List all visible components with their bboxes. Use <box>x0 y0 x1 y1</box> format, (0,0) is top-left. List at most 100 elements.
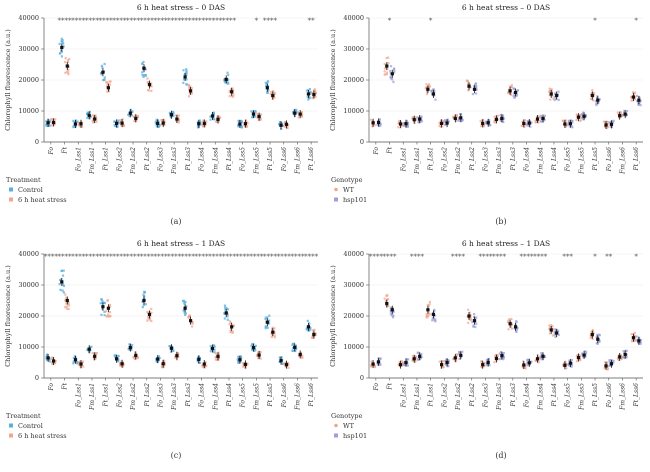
data-point <box>389 65 393 68</box>
data-point <box>575 360 579 363</box>
data-point <box>67 69 70 72</box>
data-point <box>253 110 257 113</box>
mean-marker <box>188 89 193 93</box>
x-tick-label: Ft_Lss4 <box>551 383 558 408</box>
data-point <box>567 122 570 125</box>
data-point <box>273 334 276 337</box>
data-point <box>515 328 518 331</box>
data-point <box>214 120 218 124</box>
data-point <box>224 306 227 309</box>
data-point <box>77 363 81 366</box>
data-point <box>132 115 135 118</box>
x-tick-label: Ft_Lss3 <box>510 383 517 408</box>
data-point <box>133 357 136 361</box>
mean-marker <box>51 359 56 363</box>
data-point <box>493 360 496 364</box>
data-point <box>228 95 231 98</box>
data-point <box>603 361 607 364</box>
data-point <box>154 120 158 123</box>
data-point <box>570 365 573 368</box>
mean-marker <box>188 319 193 323</box>
data-point <box>231 87 234 90</box>
data-point <box>499 119 502 122</box>
data-point <box>160 118 163 122</box>
data-point <box>582 111 585 114</box>
x-tick-label: Fm_Lss6 <box>619 383 626 411</box>
data-point <box>268 314 271 317</box>
x-tick-label: Ft_Lss3 <box>185 383 192 408</box>
data-point <box>62 283 65 286</box>
data-point <box>608 360 611 363</box>
data-point <box>438 360 441 363</box>
data-point <box>461 350 464 353</box>
data-point <box>501 119 504 123</box>
data-point <box>52 118 56 121</box>
x-tick-label: Ft <box>62 382 69 390</box>
data-point <box>472 324 475 327</box>
data-point <box>638 96 641 99</box>
significance-stars: **** <box>478 253 493 261</box>
significance-stars: **** <box>492 253 507 261</box>
data-point <box>58 283 61 286</box>
data-point <box>101 301 104 305</box>
data-point <box>119 119 122 122</box>
data-point <box>132 356 135 359</box>
data-point <box>433 308 436 311</box>
data-point <box>107 313 110 316</box>
data-point <box>387 61 390 65</box>
data-point <box>174 355 177 358</box>
mean-marker <box>216 354 220 358</box>
data-point <box>625 109 629 113</box>
x-tick-label: Fm_Lss6 <box>294 383 301 411</box>
mean-marker <box>637 98 641 102</box>
mean-marker <box>46 356 50 360</box>
data-point <box>557 329 560 332</box>
data-point <box>87 111 90 114</box>
data-point <box>67 301 70 304</box>
data-point <box>239 355 242 358</box>
mean-marker <box>481 121 485 125</box>
data-point <box>185 78 188 81</box>
significance-stars: * <box>388 17 392 25</box>
data-point <box>266 80 270 83</box>
data-point <box>232 93 235 96</box>
data-point <box>595 103 598 107</box>
data-point <box>639 100 642 103</box>
x-tick-label: Fo_Lss6 <box>606 147 613 173</box>
x-tick-label: Fo <box>373 383 380 392</box>
data-point <box>480 125 483 128</box>
significance-stars: **** <box>58 253 73 261</box>
data-point <box>309 326 312 330</box>
data-point <box>457 350 461 353</box>
data-point <box>199 123 202 126</box>
data-point <box>148 318 152 321</box>
x-tick-label: Fm_Lss4 <box>537 383 544 411</box>
mean-marker <box>312 333 316 337</box>
data-point <box>75 360 78 363</box>
data-point <box>526 358 529 361</box>
data-point <box>283 122 286 126</box>
data-point <box>212 350 215 353</box>
data-point <box>212 118 215 121</box>
data-point <box>103 76 106 79</box>
data-point <box>105 310 108 313</box>
data-point <box>420 355 423 358</box>
data-point <box>121 124 124 128</box>
data-point <box>459 113 462 116</box>
mean-marker <box>265 320 269 324</box>
mean-marker <box>467 314 471 318</box>
data-point <box>431 317 434 320</box>
data-point <box>622 350 625 353</box>
data-point <box>182 309 185 312</box>
data-point <box>150 89 153 92</box>
data-point <box>391 316 395 319</box>
mean-marker <box>418 354 422 358</box>
data-point <box>223 317 226 320</box>
data-point <box>64 57 67 60</box>
data-point <box>501 114 504 117</box>
data-point <box>605 362 609 365</box>
data-point <box>214 358 217 361</box>
data-point <box>406 124 409 127</box>
data-point <box>147 317 150 320</box>
data-point <box>420 120 423 123</box>
